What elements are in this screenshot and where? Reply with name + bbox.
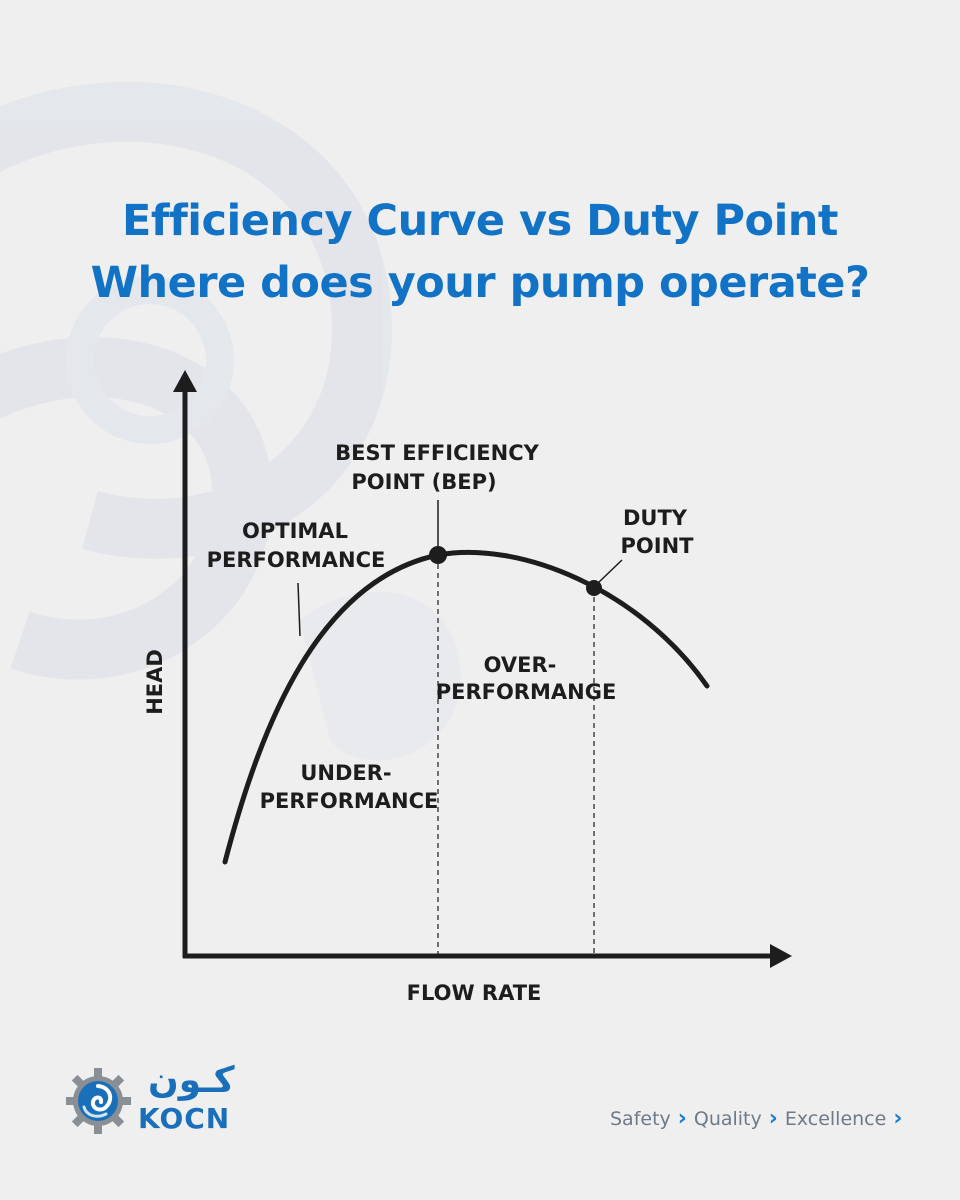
under-label-line-2: PERFORMANCE — [260, 789, 439, 813]
bep-point — [429, 546, 447, 564]
tagline-item-safety: Safety — [610, 1107, 671, 1130]
under-label-line-1: UNDER- — [300, 761, 391, 785]
x-axis-arrowhead — [770, 944, 792, 968]
brand-name-english: KOCN — [138, 1102, 231, 1135]
over-label-line-2: PERFORMANGE — [436, 680, 617, 704]
x-axis-label: FLOW RATE — [407, 981, 542, 1005]
over-label-line-1: OVER- — [484, 653, 557, 677]
bep-label-line-1: BEST EFFICIENCY — [335, 441, 540, 465]
brand-name-arabic: كـون — [148, 1060, 235, 1101]
y-axis-label: HEAD — [143, 649, 167, 715]
bep-label-line-2: POINT (BEP) — [351, 470, 496, 494]
duty-leader-line — [597, 559, 623, 584]
chevron-right-icon: › — [893, 1106, 903, 1131]
optimal-label-line-2: PERFORMANCE — [207, 548, 386, 572]
duty-point — [586, 580, 602, 596]
tagline-item-quality: Quality — [693, 1107, 762, 1130]
optimal-label-line-1: OPTIMAL — [242, 519, 348, 543]
kocn-logo-icon — [66, 1068, 131, 1134]
chevron-right-icon: › — [768, 1106, 778, 1131]
duty-label-line-1: DUTY — [623, 506, 688, 530]
tagline-item-excellence: Excellence — [784, 1107, 887, 1130]
pump-head-curve — [222, 549, 710, 865]
tagline: Safety › Quality › Excellence › — [610, 1106, 905, 1131]
y-axis-arrowhead — [173, 370, 197, 392]
page-title-line-1: Efficiency Curve vs Duty Point — [122, 196, 838, 246]
chevron-right-icon: › — [677, 1106, 687, 1131]
optimal-leader-line — [297, 582, 301, 637]
duty-label-line-2: POINT — [621, 534, 695, 558]
page-title-line-2: Where does your pump operate? — [90, 258, 870, 308]
